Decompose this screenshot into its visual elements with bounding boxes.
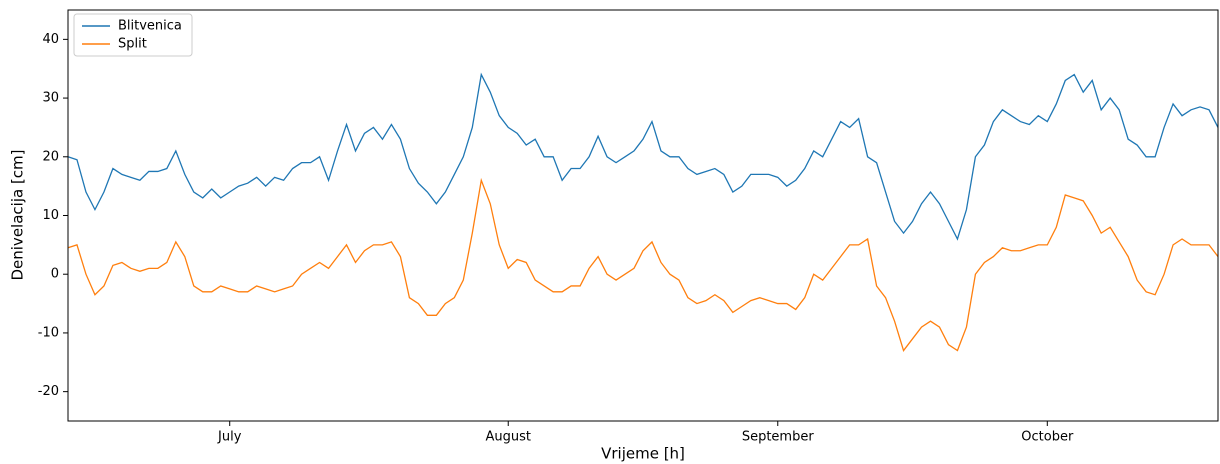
y-tick-label: 0 [51,267,59,282]
y-tick-label: -10 [38,325,59,340]
y-tick-label: 30 [42,91,59,106]
x-axis-label: Vrijeme [h] [601,445,685,463]
x-tick-label: September [742,430,815,445]
x-tick-label: July [217,430,242,445]
y-tick-label: 10 [42,208,59,223]
x-tick-label: October [1021,430,1074,445]
y-tick-label: 40 [42,32,59,47]
y-axis-label: Denivelacija [cm] [9,149,27,280]
x-tick-label: August [485,430,531,445]
y-tick-label: 20 [42,149,59,164]
legend-box [73,13,193,57]
plot-frame [67,9,1219,422]
series-line [67,72,1219,241]
y-tick-label: -20 [38,384,59,399]
legend-label: Blitvenica [118,19,182,34]
legend-label: Split [118,37,147,52]
series-line [67,177,1219,352]
